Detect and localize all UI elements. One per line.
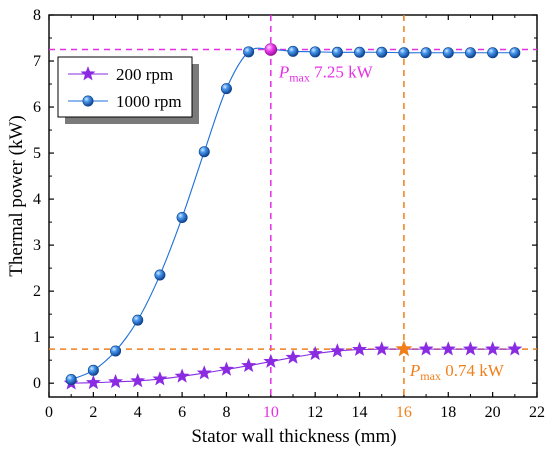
data-point xyxy=(440,341,456,356)
data-point xyxy=(220,83,232,95)
data-point xyxy=(485,341,501,356)
data-point xyxy=(263,353,279,368)
data-point xyxy=(152,371,168,386)
legend-swatch-marker xyxy=(82,95,94,107)
legend-box xyxy=(57,56,193,118)
data-point xyxy=(442,47,454,59)
data-point xyxy=(87,364,99,376)
annotation-pmax-1000rpm: Pmax 7.25 kW xyxy=(278,63,374,85)
data-point xyxy=(285,349,301,364)
legend-label: 1000 rpm xyxy=(116,92,182,111)
data-point xyxy=(487,47,499,59)
data-point xyxy=(507,341,523,356)
data-point xyxy=(329,343,345,358)
max-point-1000rpm xyxy=(264,43,278,56)
x-tick-label: 22 xyxy=(529,404,545,421)
legend-label: 200 rpm xyxy=(116,65,173,84)
y-tick-label: 7 xyxy=(33,53,41,70)
x-tick-label: 16 xyxy=(396,404,412,421)
data-point xyxy=(108,373,123,389)
data-point xyxy=(241,357,257,373)
data-point xyxy=(110,345,122,357)
x-tick-label: 10 xyxy=(263,404,279,421)
data-point xyxy=(65,374,77,386)
y-tick-label: 8 xyxy=(33,7,41,24)
y-tick-label: 6 xyxy=(33,99,41,116)
data-point xyxy=(287,45,299,57)
x-tick-label: 0 xyxy=(45,404,53,421)
x-tick-label: 12 xyxy=(307,404,323,421)
max-point-200rpm xyxy=(395,340,413,357)
y-tick-label: 5 xyxy=(33,145,41,162)
x-tick-label: 18 xyxy=(440,404,456,421)
x-tick-label: 14 xyxy=(352,404,368,421)
data-point xyxy=(176,212,188,224)
x-tick-label: 4 xyxy=(134,404,142,421)
data-point xyxy=(374,341,390,356)
y-tick-label: 0 xyxy=(33,375,41,392)
data-point xyxy=(85,374,101,390)
data-point xyxy=(198,146,210,158)
data-point xyxy=(463,341,478,356)
legend-swatch-marker xyxy=(80,66,96,81)
x-tick-label: 8 xyxy=(222,404,230,421)
x-tick-label: 2 xyxy=(89,404,97,421)
y-axis-title: Thermal power (kW) xyxy=(6,115,27,276)
data-point xyxy=(130,373,146,388)
annotation-pmax-200rpm: Pmax 0.74 kW xyxy=(409,361,505,383)
y-tick-label: 4 xyxy=(33,191,41,208)
data-point xyxy=(219,361,234,376)
data-point xyxy=(174,368,190,383)
data-point xyxy=(309,46,321,58)
data-point xyxy=(354,46,366,58)
data-point xyxy=(398,47,410,59)
data-point xyxy=(196,365,212,380)
data-point xyxy=(331,46,343,58)
data-point xyxy=(509,47,521,59)
data-point xyxy=(243,46,255,58)
data-point xyxy=(307,345,323,361)
x-tick-label: 20 xyxy=(485,404,501,421)
y-tick-label: 2 xyxy=(33,283,41,300)
y-tick-label: 3 xyxy=(33,237,41,254)
x-tick-label: 6 xyxy=(178,404,186,421)
data-point xyxy=(154,269,166,281)
data-point xyxy=(376,46,388,58)
data-point xyxy=(464,47,476,59)
y-tick-label: 1 xyxy=(33,329,41,346)
data-point xyxy=(418,341,434,356)
data-point xyxy=(352,341,367,356)
data-point xyxy=(132,314,144,326)
x-axis-title: Stator wall thickness (mm) xyxy=(191,426,396,447)
data-point xyxy=(420,47,432,59)
